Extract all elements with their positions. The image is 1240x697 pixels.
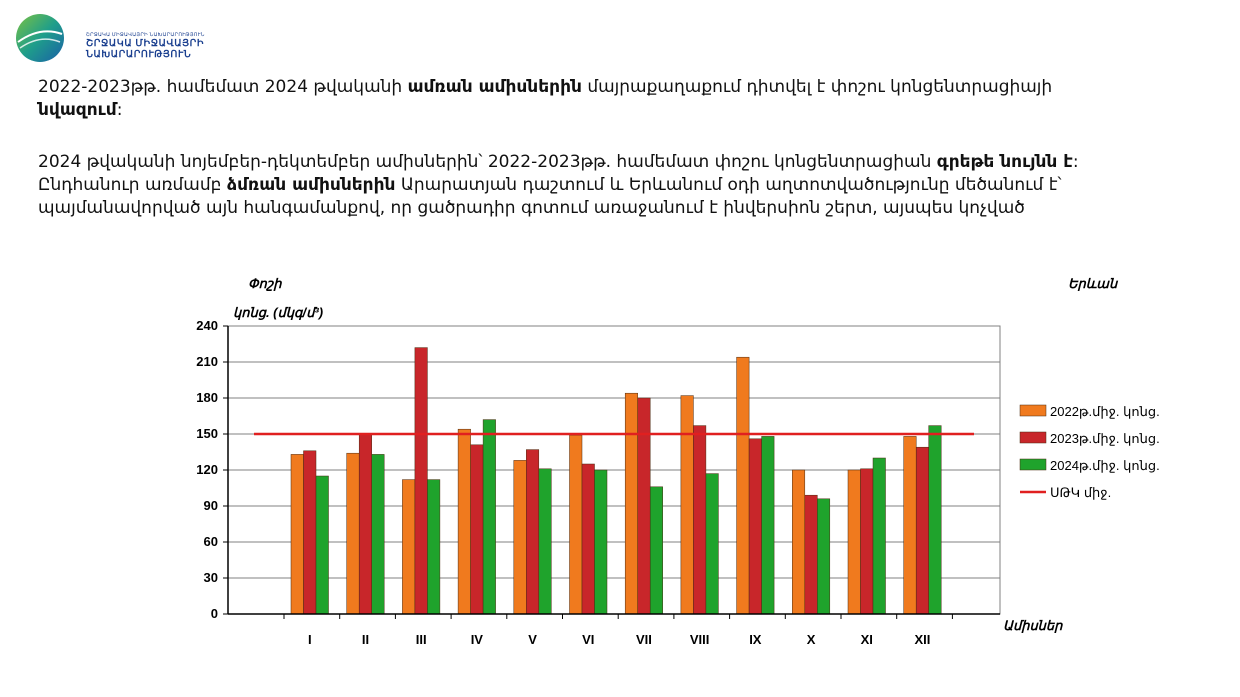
p1-bold-decrease: նվազում — [38, 100, 117, 120]
x-tick-label-IX: IX — [749, 632, 762, 647]
logo-emblem-icon — [16, 14, 64, 62]
bar-VII-series-1 — [624, 392, 638, 615]
bar-III-series-2 — [414, 347, 428, 615]
bar-VI-series-3 — [594, 469, 608, 615]
x-tick-label-V: V — [528, 632, 537, 647]
bar-VIII-series-1 — [680, 395, 694, 615]
bar-VI-series-2 — [581, 463, 595, 615]
legend-swatch-2 — [1019, 431, 1047, 444]
bar-XII-series-3 — [928, 425, 942, 615]
paragraph-summer: 2022-2023թթ. համեմատ 2024 թվականի ամռան … — [38, 76, 1118, 122]
bar-IV-series-3 — [482, 419, 496, 615]
bar-II-series-1 — [346, 452, 360, 615]
bar-I-series-2 — [303, 450, 317, 615]
x-tick-label-I: I — [308, 632, 312, 647]
bar-X-series-3 — [817, 498, 831, 615]
p2-text-a: 2024 թվականի նոյեմբեր-դեկտեմբեր ամիսների… — [38, 152, 937, 172]
bar-XI-series-2 — [860, 468, 874, 615]
y-tick-label: 60 — [204, 534, 218, 549]
y-tick-label: 180 — [196, 390, 218, 405]
chart-bars — [290, 347, 942, 615]
p2-bold-winter: ձմռան ամիսներին — [226, 175, 396, 195]
y-tick-label: 90 — [204, 498, 218, 513]
bar-XII-series-2 — [915, 446, 929, 615]
x-tick-label-IV: IV — [471, 632, 484, 647]
bar-V-series-2 — [526, 449, 540, 615]
bar-XII-series-1 — [903, 436, 917, 615]
x-tick-label-VI: VI — [582, 632, 594, 647]
bar-III-series-1 — [402, 479, 416, 615]
y-tick-label: 150 — [196, 426, 218, 441]
bar-X-series-1 — [792, 469, 806, 615]
bar-IX-series-3 — [761, 436, 775, 615]
logo-text: ՇՐՋԱԿԱ ՄԻՋԱՎԱՅՐԻ ՆԱԽԱՐԱՐՈՒԹՅՈՒՆ ՇՐՋԱԿԱ Մ… — [86, 32, 205, 60]
bar-IV-series-1 — [457, 428, 471, 615]
p2-text-c: : Ընդհանուր առմամբ — [38, 152, 1079, 195]
bar-VI-series-1 — [569, 434, 583, 615]
x-axis-label: Ամիսներ — [1003, 618, 1063, 633]
bar-IX-series-1 — [736, 356, 750, 615]
bar-XI-series-1 — [847, 469, 861, 615]
x-tick-label-II: II — [362, 632, 369, 647]
logo-title-line2: ՆԱԽԱՐԱՐՈՒԹՅՈՒՆ — [86, 49, 192, 60]
logo-title-line1: ՇՐՋԱԿԱ ՄԻՋԱՎԱՅՐԻ — [86, 38, 204, 49]
p2-text-e: Արարատյան դաշտում և Երևանում օդի աղտոտվա… — [38, 175, 1062, 218]
legend-label-3: 2024թ.միջ. կոնց. — [1050, 458, 1160, 473]
bar-IX-series-2 — [748, 438, 762, 615]
x-tick-label-XI: XI — [861, 632, 873, 647]
bar-VIII-series-3 — [705, 473, 719, 615]
y-tick-label: 120 — [196, 462, 218, 477]
bar-VIII-series-2 — [693, 425, 707, 615]
y-tick-label: 0 — [211, 606, 218, 621]
x-tick-label-III: III — [416, 632, 427, 647]
p1-text-e: : — [116, 100, 123, 120]
bar-III-series-3 — [427, 479, 441, 615]
bar-X-series-2 — [804, 494, 818, 615]
logo-caption: ՇՐՋԱԿԱ ՄԻՋԱՎԱՅՐԻ ՆԱԽԱՐԱՐՈՒԹՅՈՒՆ — [86, 32, 205, 38]
bar-VII-series-2 — [637, 397, 651, 615]
x-tick-label-X: X — [807, 632, 816, 647]
y-tick-label: 210 — [196, 354, 218, 369]
p2-bold-same: գրեթե նույնն է — [936, 152, 1073, 172]
y-tick-label: 30 — [204, 570, 218, 585]
bar-VII-series-3 — [649, 486, 663, 615]
x-tick-label-VIII: VIII — [690, 632, 710, 647]
legend-label-2: 2023թ.միջ. կոնց. — [1050, 431, 1160, 446]
p1-text-c: մայրաքաղաքում դիտվել է փոշու կոնցենտրացի… — [581, 77, 1053, 97]
ministry-logo: ՇՐՋԱԿԱ ՄԻՋԱՎԱՅՐԻ ՆԱԽԱՐԱՐՈՒԹՅՈՒՆ ՇՐՋԱԿԱ Մ… — [14, 12, 214, 64]
paragraph-winter: 2024 թվականի նոյեմբեր-դեկտեմբեր ամիսների… — [38, 151, 1118, 220]
bar-II-series-3 — [371, 454, 385, 615]
legend-swatch-3 — [1019, 458, 1047, 471]
x-tick-label-VII: VII — [636, 632, 652, 647]
corner-label: Երևան — [1068, 276, 1119, 291]
p1-text-a: 2022-2023թթ. համեմատ 2024 թվականի — [38, 77, 408, 97]
bar-I-series-1 — [290, 454, 304, 615]
bar-V-series-1 — [513, 460, 527, 615]
bar-V-series-3 — [538, 468, 552, 615]
legend-label-4: ՍԹԿ միջ. — [1050, 485, 1111, 500]
y-tick-label: 240 — [196, 318, 218, 333]
legend-label-1: 2022թ.միջ. կոնց. — [1050, 404, 1160, 419]
x-tick-label-XII: XII — [914, 632, 930, 647]
p1-bold-summer: ամռան ամիսներին — [407, 77, 582, 97]
bar-I-series-3 — [315, 475, 329, 615]
bar-IV-series-2 — [470, 444, 484, 615]
bar-XI-series-3 — [872, 457, 886, 615]
chart-legend: 2022թ.միջ. կոնց. 2023թ.միջ. կոնց. 2024թ.մի… — [1019, 404, 1160, 500]
y-axis-label-line1: Փոշի — [248, 276, 282, 291]
legend-swatch-1 — [1019, 404, 1047, 417]
y-axis-label-line2: կոնց. (մկգ/մ³) — [233, 305, 323, 320]
bar-II-series-2 — [358, 433, 372, 615]
